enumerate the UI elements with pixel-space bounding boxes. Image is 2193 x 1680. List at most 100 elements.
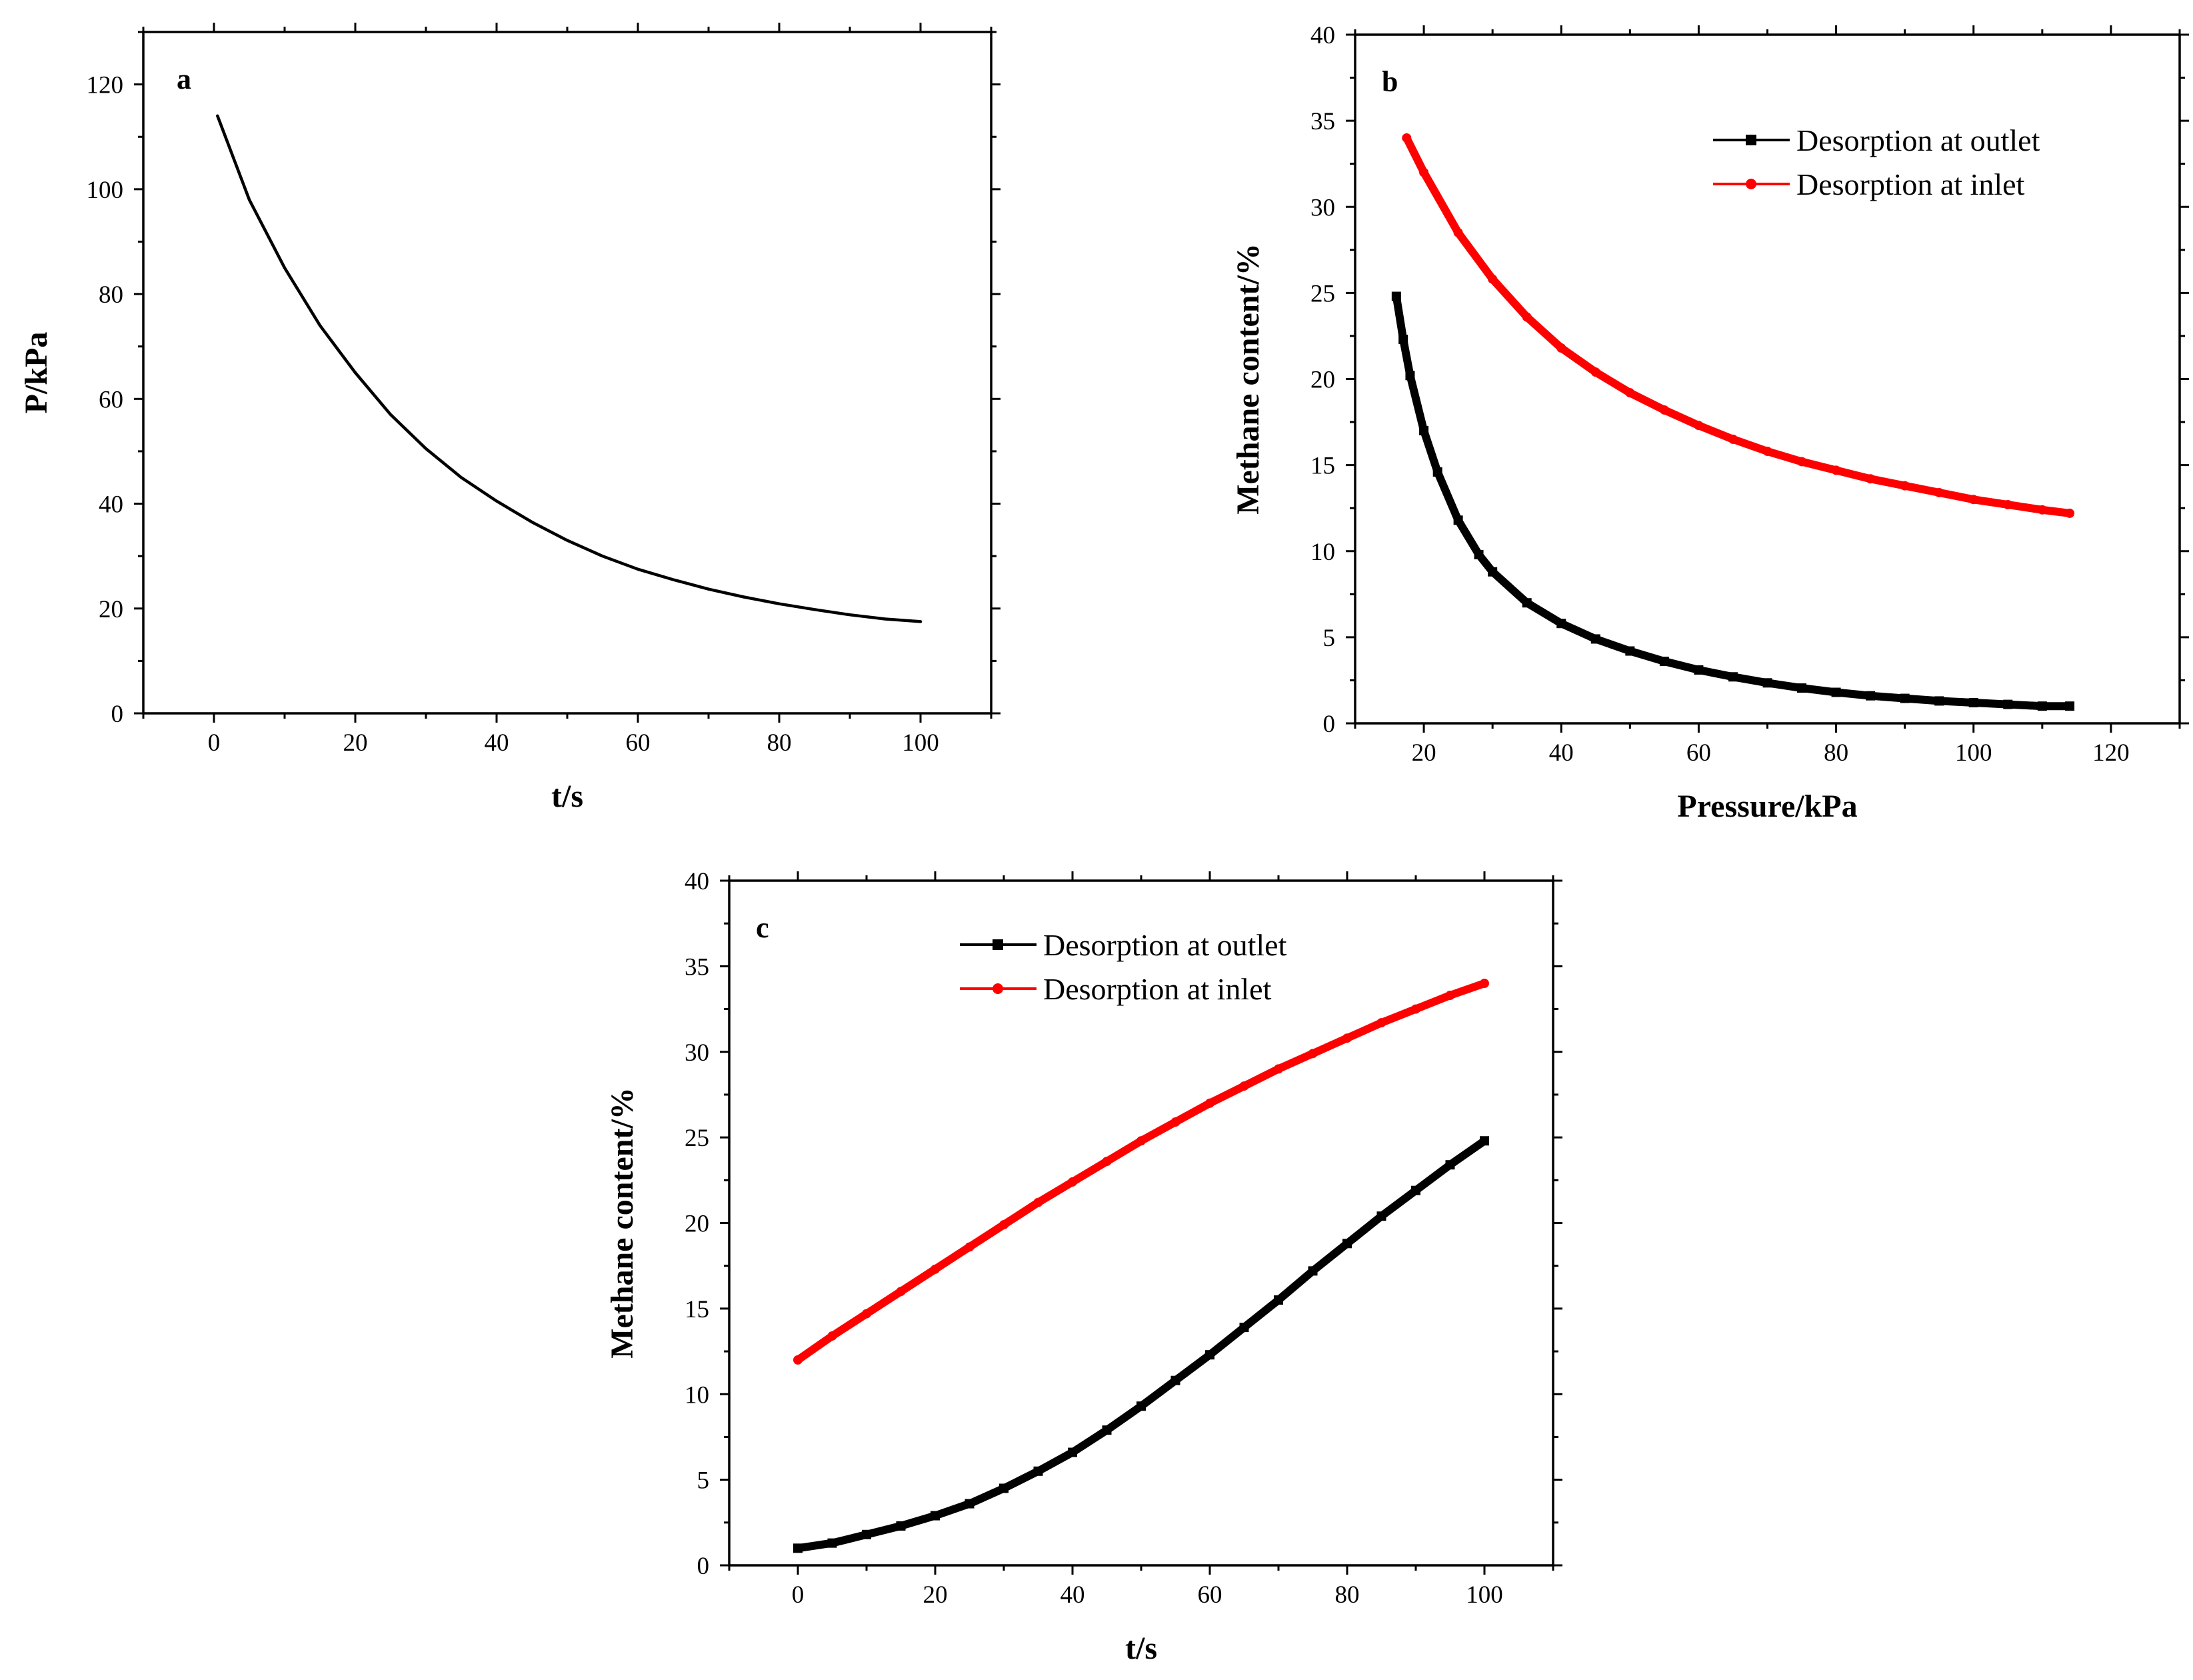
data-point: [1556, 619, 1566, 629]
x-tick-label: 80: [767, 729, 792, 757]
plot-frame: [1354, 33, 2181, 725]
data-point: [1728, 434, 1738, 444]
legend-label: Desorption at outlet: [1796, 123, 2040, 157]
data-point: [1308, 1049, 1318, 1059]
data-point: [2065, 701, 2075, 711]
y-tick-label: 20: [685, 1211, 709, 1238]
legend-marker: [1746, 135, 1756, 145]
data-point: [1556, 343, 1566, 353]
y-tick-label: 80: [99, 281, 123, 309]
x-tick-label: 80: [1824, 739, 1848, 767]
y-tick-label: 35: [1310, 108, 1335, 135]
x-tick-label: 40: [1061, 1581, 1085, 1609]
legend-marker: [993, 983, 1003, 994]
y-tick-label: 5: [697, 1467, 710, 1495]
data-point: [1968, 698, 1978, 708]
data-point: [1411, 1185, 1420, 1195]
data-point: [1033, 1466, 1043, 1476]
data-point: [1342, 1033, 1352, 1043]
y-axis-title: P/kPa: [19, 332, 54, 414]
data-point: [1831, 687, 1841, 697]
series-line: [794, 979, 1488, 1364]
data-point: [896, 1521, 906, 1531]
legend-marker: [1746, 179, 1756, 189]
data-point: [1797, 683, 1807, 693]
data-point: [965, 1499, 975, 1509]
data-point: [2037, 701, 2047, 711]
data-point: [1480, 1136, 1489, 1146]
plot-frame: [142, 31, 993, 715]
data-point: [1170, 1117, 1180, 1127]
x-tick-label: 80: [1335, 1581, 1360, 1609]
y-axis-title: Methane content/%: [605, 1087, 640, 1359]
y-tick-label: 60: [99, 386, 123, 413]
data-point: [1376, 1018, 1386, 1028]
legend: Desorption at outlet Desorption at inlet: [1713, 123, 2040, 201]
x-tick-label: 60: [1686, 739, 1711, 767]
y-tick-label: 40: [685, 868, 709, 895]
data-point: [1453, 227, 1463, 237]
data-point: [793, 1543, 803, 1553]
data-point: [1308, 1266, 1318, 1276]
data-point: [862, 1529, 871, 1539]
series-desorption-at-outlet: [1391, 291, 2075, 711]
data-point: [999, 1483, 1009, 1493]
y-tick-label: 100: [87, 177, 124, 204]
data-point: [1453, 515, 1463, 525]
legend-entry: Desorption at inlet: [1713, 167, 2025, 201]
data-point: [1934, 696, 1944, 706]
x-axis-title: t/s: [551, 779, 583, 814]
data-point: [1659, 405, 1669, 415]
data-point: [2003, 500, 2013, 510]
data-point: [1522, 598, 1532, 608]
x-axis-title: Pressure/kPa: [1677, 789, 1857, 824]
y-tick-label: 0: [697, 1553, 710, 1580]
data-point: [1866, 691, 1876, 701]
data-point: [1762, 446, 1772, 456]
data-point: [1590, 367, 1600, 377]
data-point: [1474, 549, 1484, 559]
panel-letter: c: [756, 911, 769, 944]
data-point: [1274, 1064, 1283, 1074]
data-point: [1659, 657, 1669, 667]
data-point: [1694, 421, 1704, 431]
data-point: [1900, 481, 1910, 491]
data-point: [1488, 567, 1498, 577]
legend-entry: Desorption at outlet: [1713, 123, 2040, 157]
data-point: [1391, 291, 1401, 301]
x-tick-label: 20: [1412, 739, 1436, 767]
data-point: [1831, 465, 1841, 475]
data-point: [1522, 312, 1532, 322]
y-tick-label: 10: [1310, 539, 1335, 566]
data-point: [793, 1355, 803, 1365]
data-point: [862, 1309, 871, 1319]
data-point: [1419, 425, 1429, 435]
data-point: [1398, 335, 1408, 345]
data-point: [1239, 1323, 1249, 1333]
data-point: [1274, 1295, 1283, 1305]
data-point: [931, 1511, 940, 1521]
x-tick-label: 100: [1466, 1581, 1503, 1609]
legend-marker: [993, 939, 1003, 950]
y-tick-label: 20: [1310, 367, 1335, 394]
data-point: [1625, 388, 1635, 398]
data-point: [2003, 699, 2013, 709]
legend-label: Desorption at inlet: [1043, 972, 1272, 1006]
data-point: [965, 1242, 975, 1252]
y-tick-label: 15: [1310, 453, 1335, 480]
data-point: [1136, 1401, 1146, 1411]
x-tick-label: 60: [1198, 1581, 1222, 1609]
panel-letter: a: [177, 63, 191, 95]
series-line: [794, 1137, 1488, 1553]
y-tick-label: 40: [99, 491, 123, 519]
y-tick-label: 25: [1310, 280, 1335, 307]
data-point: [1728, 672, 1738, 682]
data-point: [1445, 1160, 1455, 1170]
data-point: [1411, 1004, 1420, 1014]
data-point: [1445, 991, 1455, 1001]
x-tick-label: 120: [2092, 739, 2130, 767]
data-point: [1342, 1239, 1352, 1249]
x-tick-label: 20: [923, 1581, 948, 1609]
x-axis-title: t/s: [1125, 1631, 1157, 1666]
